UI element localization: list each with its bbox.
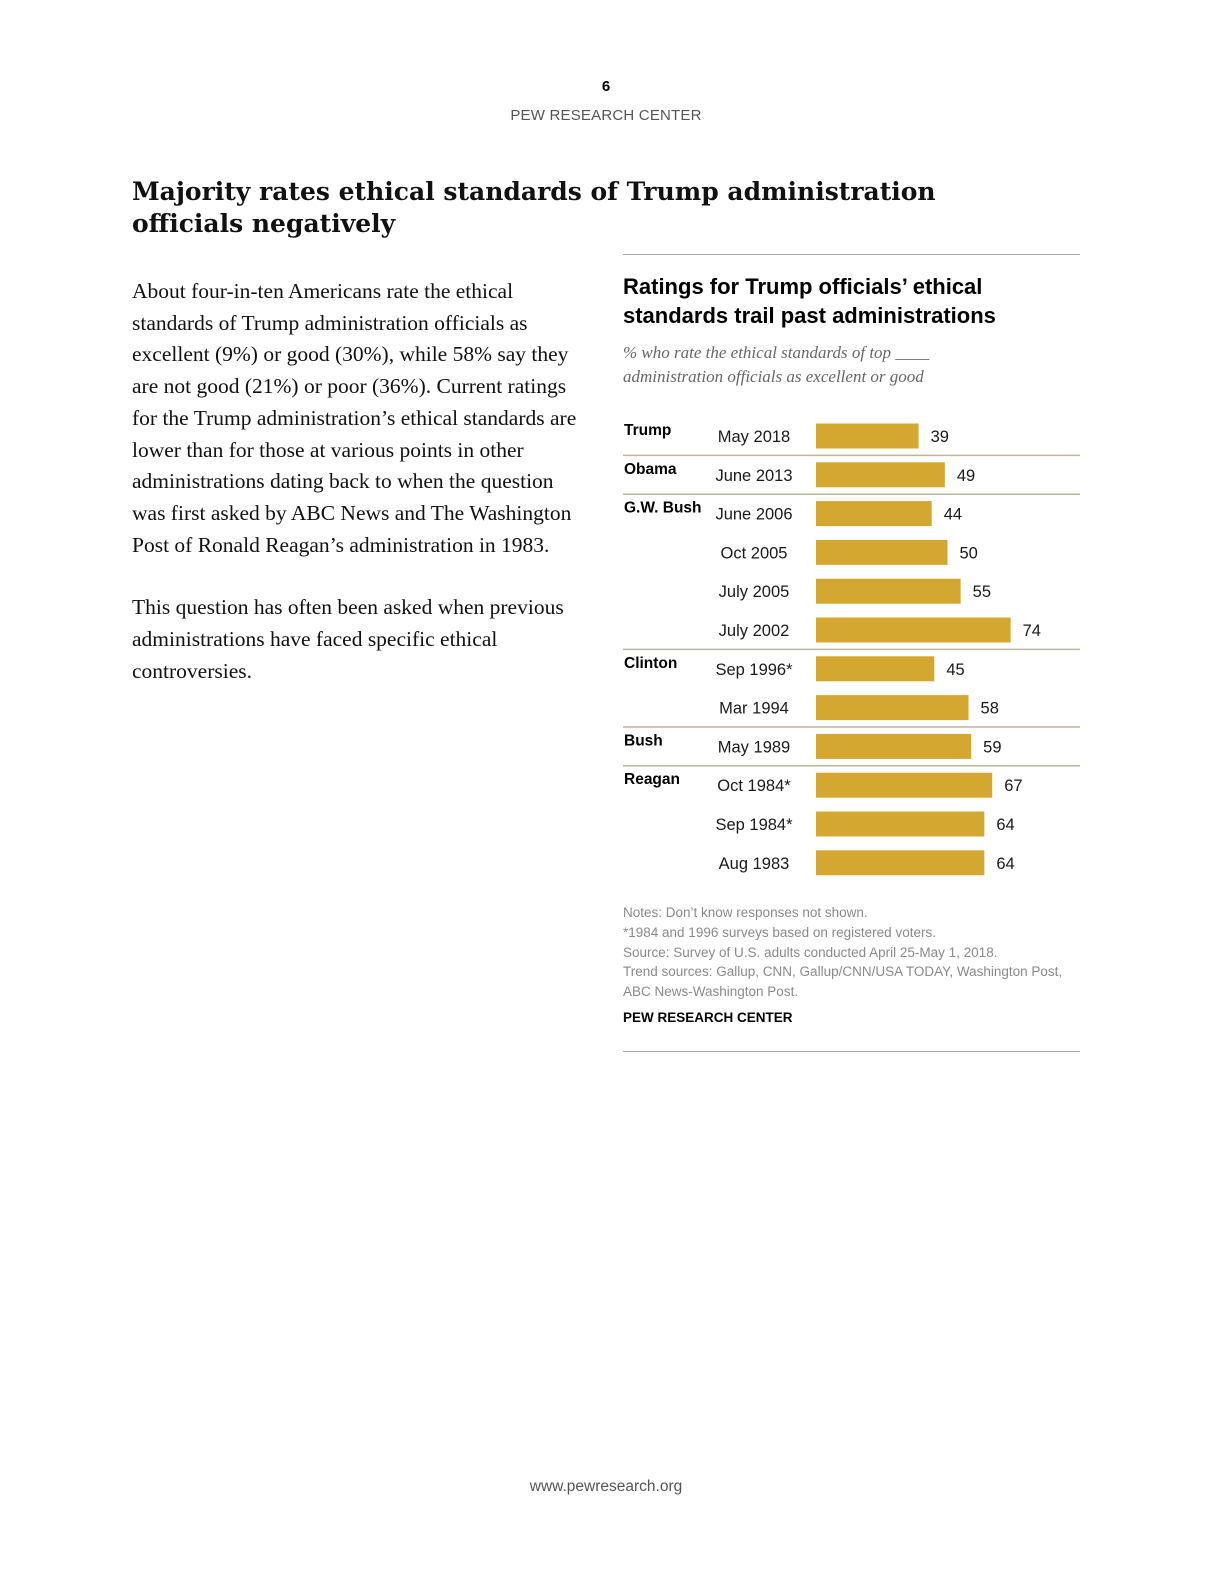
survey-date-label: June 2006 xyxy=(715,506,792,524)
bar xyxy=(816,733,972,759)
bar-value-label: 67 xyxy=(1004,777,1022,795)
bar-value-label: 55 xyxy=(973,583,991,601)
chart-note: Trend sources: Gallup, CNN, Gallup/CNN/U… xyxy=(623,964,1063,1000)
bar-value-label: 74 xyxy=(1023,622,1041,640)
body-paragraph-1: About four-in-ten Americans rate the eth… xyxy=(132,279,577,557)
bar-value-label: 64 xyxy=(996,816,1014,834)
bar xyxy=(816,850,985,876)
survey-date-label: Mar 1994 xyxy=(719,700,789,718)
bar-value-label: 44 xyxy=(944,506,962,524)
administration-label: Trump xyxy=(624,422,671,439)
survey-date-label: May 1989 xyxy=(718,738,790,756)
bar-value-label: 49 xyxy=(957,467,975,485)
chart-note: Notes: Don’t know responses not shown. xyxy=(623,905,868,920)
bar-value-label: 45 xyxy=(946,661,964,679)
survey-date-label: May 2018 xyxy=(718,428,790,446)
administration-label: Bush xyxy=(624,732,663,749)
bar xyxy=(816,578,961,604)
bar xyxy=(816,656,935,682)
chart-panel: Ratings for Trump officials’ ethical sta… xyxy=(623,254,1080,1052)
administration-label: Clinton xyxy=(624,655,677,672)
bar-value-label: 59 xyxy=(983,738,1001,756)
bar xyxy=(816,811,985,837)
survey-date-label: Oct 2005 xyxy=(721,544,788,562)
bar xyxy=(816,462,945,488)
survey-date-label: July 2005 xyxy=(719,583,790,601)
chart-source: PEW RESEARCH CENTER xyxy=(623,1010,793,1025)
survey-date-label: Aug 1983 xyxy=(719,855,790,873)
administration-label: Obama xyxy=(624,461,677,478)
page-number: 6 xyxy=(601,78,611,95)
chart-note: Source: Survey of U.S. adults conducted … xyxy=(623,944,998,960)
body-text-column: About four-in-ten Americans rate the eth… xyxy=(132,276,590,718)
bar-value-label: 39 xyxy=(931,428,949,446)
bar xyxy=(816,423,919,449)
administration-label: Reagan xyxy=(624,771,680,788)
body-paragraph-2: This question has often been asked when … xyxy=(132,595,564,683)
bar-value-label: 58 xyxy=(981,700,999,718)
chart-subtitle: % who rate the ethical standards of top … xyxy=(623,343,930,386)
chart-notes: Notes: Don’t know responses not shown. *… xyxy=(623,903,1073,1002)
footer-url: www.pewresearch.org xyxy=(529,1478,683,1495)
header-org-name: PEW RESEARCH CENTER xyxy=(510,107,702,124)
survey-date-label: Sep 1996* xyxy=(715,661,793,679)
bar-chart: Trump May 2018 39 Obama June 2013 49 G.W. Bush… xyxy=(623,422,1080,876)
chart-note: *1984 and 1996 surveys based on register… xyxy=(623,924,936,940)
bar xyxy=(816,501,932,527)
survey-date-label: Sep 1984* xyxy=(715,816,793,834)
survey-date-label: June 2013 xyxy=(715,467,792,485)
survey-date-label: Oct 1984* xyxy=(717,777,791,795)
bar xyxy=(816,695,969,721)
administration-label: G.W. Bush xyxy=(624,500,702,517)
bar xyxy=(816,539,948,565)
bar-value-label: 50 xyxy=(960,544,978,562)
bar xyxy=(816,772,993,798)
bar xyxy=(816,617,1011,643)
chart-title: Ratings for Trump officials’ ethical sta… xyxy=(623,274,996,328)
section-heading: Majority rates ethical standards of Trum… xyxy=(132,177,936,238)
bar-value-label: 64 xyxy=(996,855,1014,873)
survey-date-label: July 2002 xyxy=(719,622,790,640)
